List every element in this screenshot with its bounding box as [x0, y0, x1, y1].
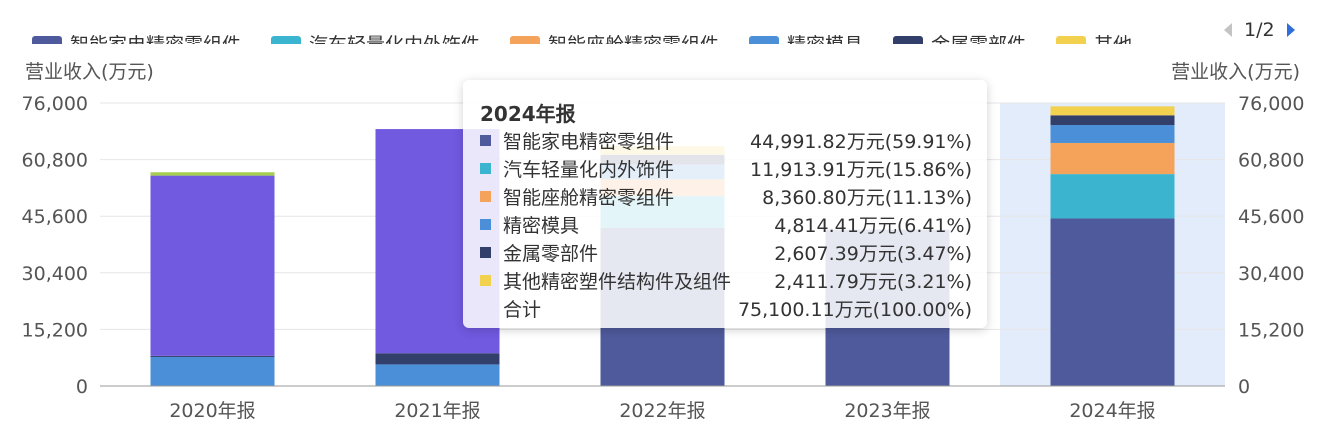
- y-tick-right: 30,400: [1238, 263, 1304, 285]
- tooltip-series-value: 11,913.91万元(15.86%): [750, 158, 972, 181]
- legend-swatch: [1056, 35, 1087, 44]
- tooltip-row: 合计 75,100.11万元(100.00%): [480, 295, 972, 321]
- legend-viewport: 智能家电精密零组件 汽车轻量化内外饰件 智能座舱精密零组件 精密模具 金属零部件 其他: [0, 14, 1218, 44]
- tooltip-swatch: [480, 134, 491, 146]
- tooltip-swatch: [480, 162, 491, 174]
- legend-swatch: [749, 35, 780, 44]
- legend-pager: 1/2: [1224, 16, 1295, 44]
- legend-label: 汽车轻量化内外饰件: [309, 30, 480, 45]
- tooltip-series-name: 智能家电精密零组件: [503, 130, 675, 153]
- legend-item[interactable]: 汽车轻量化内外饰件: [271, 30, 480, 45]
- tooltip: 2024年报 智能家电精密零组件 44,991.82万元(59.91%) 汽车轻量化…: [463, 80, 987, 328]
- tooltip-swatch: [480, 274, 491, 286]
- y-tick-right: 45,600: [1238, 206, 1304, 228]
- bar-segment: [150, 356, 275, 386]
- bar-segment: [1050, 115, 1175, 126]
- x-tick-label: 2020年报: [169, 400, 255, 422]
- y-tick-left: 76,000: [22, 93, 88, 115]
- bar-segment: [150, 172, 275, 176]
- x-tick-label: 2022年报: [619, 400, 705, 422]
- legend-swatch: [510, 35, 541, 44]
- tooltip-row: 智能家电精密零组件 44,991.82万元(59.91%): [480, 127, 972, 153]
- tooltip-series-value: 75,100.11万元(100.00%): [737, 298, 972, 321]
- legend: 智能家电精密零组件 汽车轻量化内外饰件 智能座舱精密零组件 精密模具 金属零部件 其他: [32, 28, 1162, 44]
- y-tick-right: 0: [1238, 376, 1250, 398]
- legend-prev-icon[interactable]: [1224, 23, 1232, 37]
- legend-item[interactable]: 智能座舱精密零组件: [510, 30, 719, 45]
- tooltip-row: 汽车轻量化内外饰件 11,913.91万元(15.86%): [480, 155, 972, 181]
- legend-page-indicator: 1/2: [1244, 19, 1275, 41]
- bar-segment: [150, 355, 275, 357]
- tooltip-swatch: [480, 190, 491, 202]
- legend-item[interactable]: 智能家电精密零组件: [32, 30, 241, 45]
- tooltip-row: 其他精密塑件结构件及组件 2,411.79万元(3.21%): [480, 267, 972, 293]
- tooltip-swatch: [480, 303, 491, 314]
- y-axis-title-right: 营业收入(万元): [1171, 61, 1300, 83]
- tooltip-swatch: [480, 246, 491, 258]
- tooltip-series-value: 8,360.80万元(11.13%): [762, 186, 972, 209]
- bar-segment: [150, 175, 275, 356]
- tooltip-series-name: 其他精密塑件结构件及组件: [503, 270, 732, 293]
- tooltip-series-name: 金属零部件: [503, 242, 599, 265]
- x-tick-label: 2021年报: [394, 400, 480, 422]
- legend-item[interactable]: 精密模具: [749, 30, 863, 45]
- legend-swatch: [893, 35, 924, 44]
- y-tick-left: 0: [76, 376, 88, 398]
- tooltip-row: 精密模具 4,814.41万元(6.41%): [480, 211, 972, 237]
- y-tick-left: 60,800: [22, 150, 88, 172]
- y-tick-left: 45,600: [22, 206, 88, 228]
- tooltip-series-name: 智能座舱精密零组件: [503, 186, 675, 209]
- legend-label: 智能家电精密零组件: [70, 30, 241, 45]
- legend-item[interactable]: 金属零部件: [893, 30, 1026, 45]
- tooltip-series-name: 汽车轻量化内外饰件: [503, 158, 675, 181]
- legend-label: 其他: [1094, 30, 1132, 45]
- bar-segment: [375, 353, 500, 365]
- y-axis-title-left: 营业收入(万元): [25, 61, 154, 83]
- legend-swatch: [271, 35, 302, 44]
- legend-label: 金属零部件: [931, 30, 1026, 45]
- bar-segment: [1050, 142, 1175, 175]
- tooltip-row: 智能座舱精密零组件 8,360.80万元(11.13%): [480, 183, 972, 209]
- tooltip-series-value: 2,607.39万元(3.47%): [774, 242, 972, 265]
- legend-next-icon[interactable]: [1286, 23, 1295, 37]
- y-tick-right: 60,800: [1238, 150, 1304, 172]
- tooltip-series-value: 44,991.82万元(59.91%): [750, 130, 972, 153]
- tooltip-title: 2024年报: [480, 102, 576, 126]
- tooltip-series-name: 合计: [503, 298, 542, 321]
- y-tick-left: 15,200: [22, 319, 88, 341]
- legend-label: 智能座舱精密零组件: [548, 30, 719, 45]
- tooltip-row: 金属零部件 2,607.39万元(3.47%): [480, 239, 972, 265]
- tooltip-swatch: [480, 218, 491, 230]
- bar-segment: [1050, 218, 1175, 386]
- tooltip-series-value: 2,411.79万元(3.21%): [774, 270, 972, 293]
- tooltip-series-name: 精密模具: [503, 214, 580, 237]
- y-tick-left: 30,400: [22, 263, 88, 285]
- legend-label: 精密模具: [787, 30, 863, 45]
- bar-segment: [375, 364, 500, 386]
- x-tick-label: 2023年报: [844, 400, 930, 422]
- bar-segment: [1050, 174, 1175, 219]
- bar-segment: [1050, 106, 1175, 116]
- legend-swatch: [32, 35, 62, 44]
- bar-segment: [1050, 125, 1175, 143]
- y-tick-right: 15,200: [1238, 319, 1304, 341]
- y-tick-right: 76,000: [1238, 93, 1304, 115]
- x-tick-label: 2024年报: [1069, 400, 1155, 422]
- legend-item[interactable]: 其他: [1056, 30, 1132, 45]
- tooltip-series-value: 4,814.41万元(6.41%): [774, 214, 972, 237]
